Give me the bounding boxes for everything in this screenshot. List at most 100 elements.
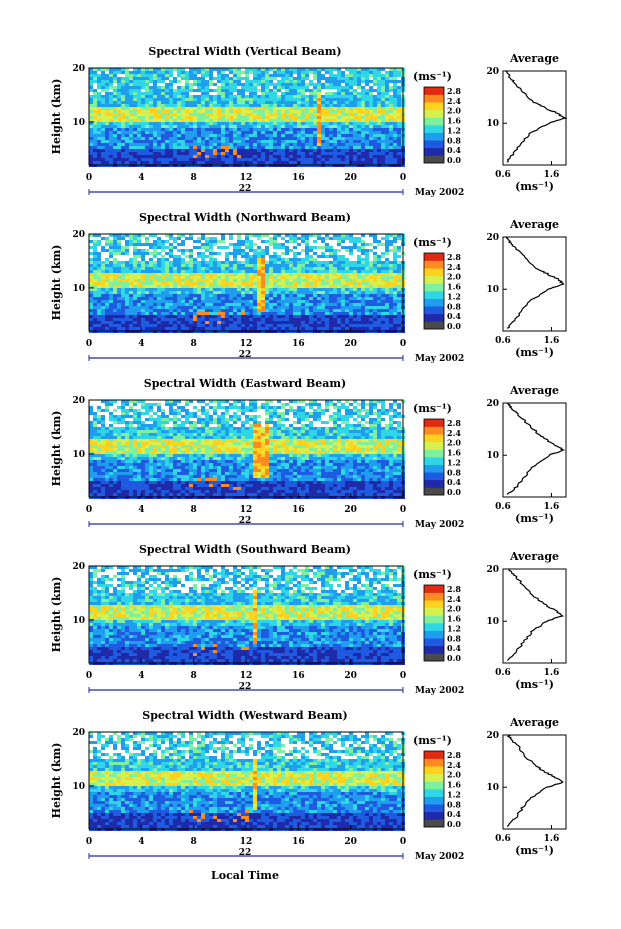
heatmap-cell: [241, 131, 245, 134]
day-label: 22: [239, 184, 252, 194]
heatmap-cell: [221, 113, 225, 116]
heatmap-cell: [361, 137, 365, 140]
heatmap-cell: [169, 303, 173, 306]
heatmap-cell: [373, 80, 377, 83]
heatmap-cell: [313, 95, 317, 98]
heatmap-cell: [117, 107, 121, 110]
heatmap-cell: [93, 104, 97, 107]
heatmap-cell: [245, 128, 249, 131]
heatmap-cell: [309, 255, 313, 258]
heatmap-cell: [137, 83, 141, 86]
heatmap-cell: [197, 264, 201, 267]
heatmap-cell: [105, 400, 109, 403]
heatmap-cell: [245, 318, 249, 321]
heatmap-cell: [93, 318, 97, 321]
heatmap-cell: [289, 113, 293, 116]
heatmap-cell: [229, 92, 233, 95]
heatmap-cell: [169, 125, 173, 128]
heatmap-cell: [257, 74, 261, 77]
heatmap-cell: [349, 267, 353, 270]
heatmap-cell: [137, 237, 141, 240]
heatmap-cell: [101, 104, 105, 107]
heatmap-cell: [141, 285, 145, 288]
heatmap-cell: [177, 71, 181, 74]
heatmap-cell: [249, 258, 253, 261]
heatmap-cell: [385, 324, 389, 327]
heatmap-cell: [337, 285, 341, 288]
heatmap-cell: [313, 246, 317, 249]
heatmap-cell: [305, 243, 309, 246]
heatmap-cell: [125, 110, 129, 113]
heatmap-cell: [373, 303, 377, 306]
heatmap-cell: [193, 83, 197, 86]
heatmap-cell: [93, 158, 97, 161]
heatmap-cell: [237, 276, 241, 279]
heatmap-cell: [313, 155, 317, 158]
heatmap-cells: [89, 68, 405, 167]
heatmap-cell: [213, 327, 217, 330]
heatmap-cell: [225, 83, 229, 86]
heatmap-cell: [345, 273, 349, 276]
heatmap-cell: [365, 327, 369, 330]
heatmap-cell: [153, 131, 157, 134]
heatmap-cell: [385, 276, 389, 279]
heatmap-cell: [145, 297, 149, 300]
heatmap-cell: [241, 128, 245, 131]
heatmap-cell: [309, 285, 313, 288]
heatmap-cell: [129, 152, 133, 155]
heatmap-cell: [181, 119, 185, 122]
heatmap-cell: [321, 303, 325, 306]
heatmap-cell: [341, 258, 345, 261]
heatmap-cell: [229, 285, 233, 288]
heatmap-cell: [381, 264, 385, 267]
heatmap-cell: [353, 312, 357, 315]
heatmap-cell: [317, 113, 321, 116]
heatmap-cell: [129, 104, 133, 107]
heatmap-cell: [269, 312, 273, 315]
heatmap-cell: [137, 86, 141, 89]
heatmap-cell: [285, 306, 289, 309]
heatmap-cell: [89, 140, 93, 143]
heatmap-cell: [321, 297, 325, 300]
heatmap-cell: [365, 158, 369, 161]
heatmap-cell: [333, 80, 337, 83]
heatmap-cell: [105, 143, 109, 146]
heatmap-cell: [377, 143, 381, 146]
heatmap-cell: [353, 143, 357, 146]
heatmap-cell: [373, 158, 377, 161]
heatmap-cell: [393, 285, 397, 288]
heatmap-cell: [201, 309, 205, 312]
heatmap-cell: [349, 246, 353, 249]
heatmap-cell: [269, 270, 273, 273]
heatmap-cell: [189, 122, 193, 125]
heatmap-cell: [97, 83, 101, 86]
heatmap-cell: [117, 282, 121, 285]
heatmap-cell: [237, 140, 241, 143]
heatmap-cell: [177, 134, 181, 137]
heatmap-cell: [277, 291, 281, 294]
heatmap-cell: [397, 297, 401, 300]
heatmap-cell: [385, 95, 389, 98]
heatmap-cell: [277, 309, 281, 312]
heatmap-cell: [165, 291, 169, 294]
heatmap-cell: [245, 276, 249, 279]
heatmap-cell: [145, 294, 149, 297]
heatmap-cell: [329, 110, 333, 113]
heatmap-cell: [397, 125, 401, 128]
heatmap-cell: [265, 68, 269, 71]
heatmap-cell: [361, 68, 365, 71]
heatmap-cell: [161, 110, 165, 113]
heatmap-cell: [285, 318, 289, 321]
heatmap-cell: [397, 146, 401, 149]
heatmap-cell: [357, 149, 361, 152]
heatmap-cell: [233, 297, 237, 300]
heatmap-cell: [289, 234, 293, 237]
heatmap-cell: [169, 297, 173, 300]
heatmap-cell: [137, 279, 141, 282]
heatmap-cell: [173, 113, 177, 116]
colorbar-unit: (ms⁻¹): [413, 236, 452, 249]
heatmap-cell: [137, 161, 141, 164]
heatmap-cell: [273, 240, 277, 243]
heatmap-cell: [113, 273, 117, 276]
heatmap-cell: [265, 128, 269, 131]
